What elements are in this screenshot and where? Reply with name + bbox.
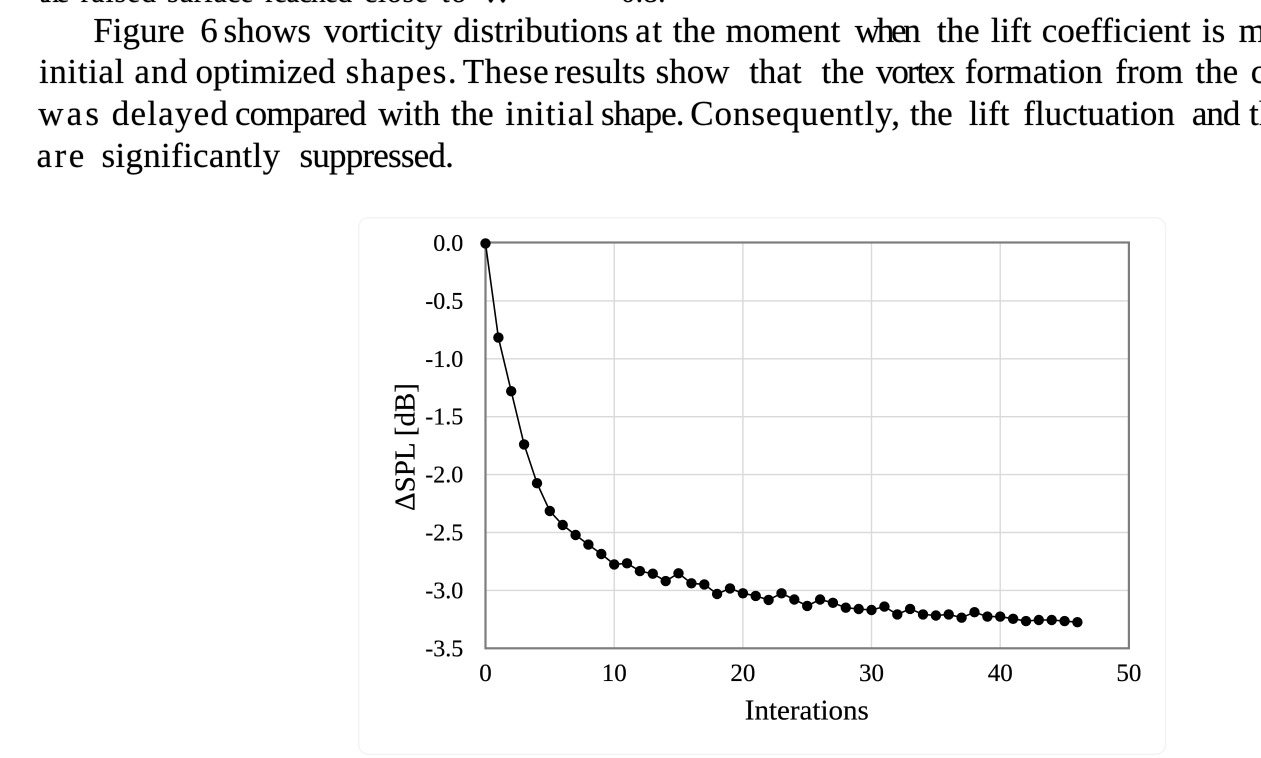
svg-text:10: 10 bbox=[602, 660, 627, 687]
svg-text:0: 0 bbox=[479, 660, 492, 687]
svg-text:Interations: Interations bbox=[745, 694, 869, 726]
svg-text:-1.5: -1.5 bbox=[425, 405, 463, 431]
svg-text:40: 40 bbox=[988, 660, 1013, 687]
svg-text:-1.0: -1.0 bbox=[425, 347, 463, 373]
svg-text:20: 20 bbox=[730, 660, 755, 687]
svg-text:-2.5: -2.5 bbox=[425, 521, 463, 547]
svg-text:ΔSPL [dB]: ΔSPL [dB] bbox=[390, 383, 422, 511]
svg-text:-3.0: -3.0 bbox=[425, 578, 463, 604]
svg-text:-2.0: -2.0 bbox=[425, 463, 463, 489]
svg-text:30: 30 bbox=[859, 660, 884, 687]
svg-text:-3.5: -3.5 bbox=[425, 636, 463, 662]
svg-text:50: 50 bbox=[1116, 660, 1141, 687]
svg-text:0.0: 0.0 bbox=[433, 231, 463, 257]
svg-text:-0.5: -0.5 bbox=[425, 289, 463, 315]
